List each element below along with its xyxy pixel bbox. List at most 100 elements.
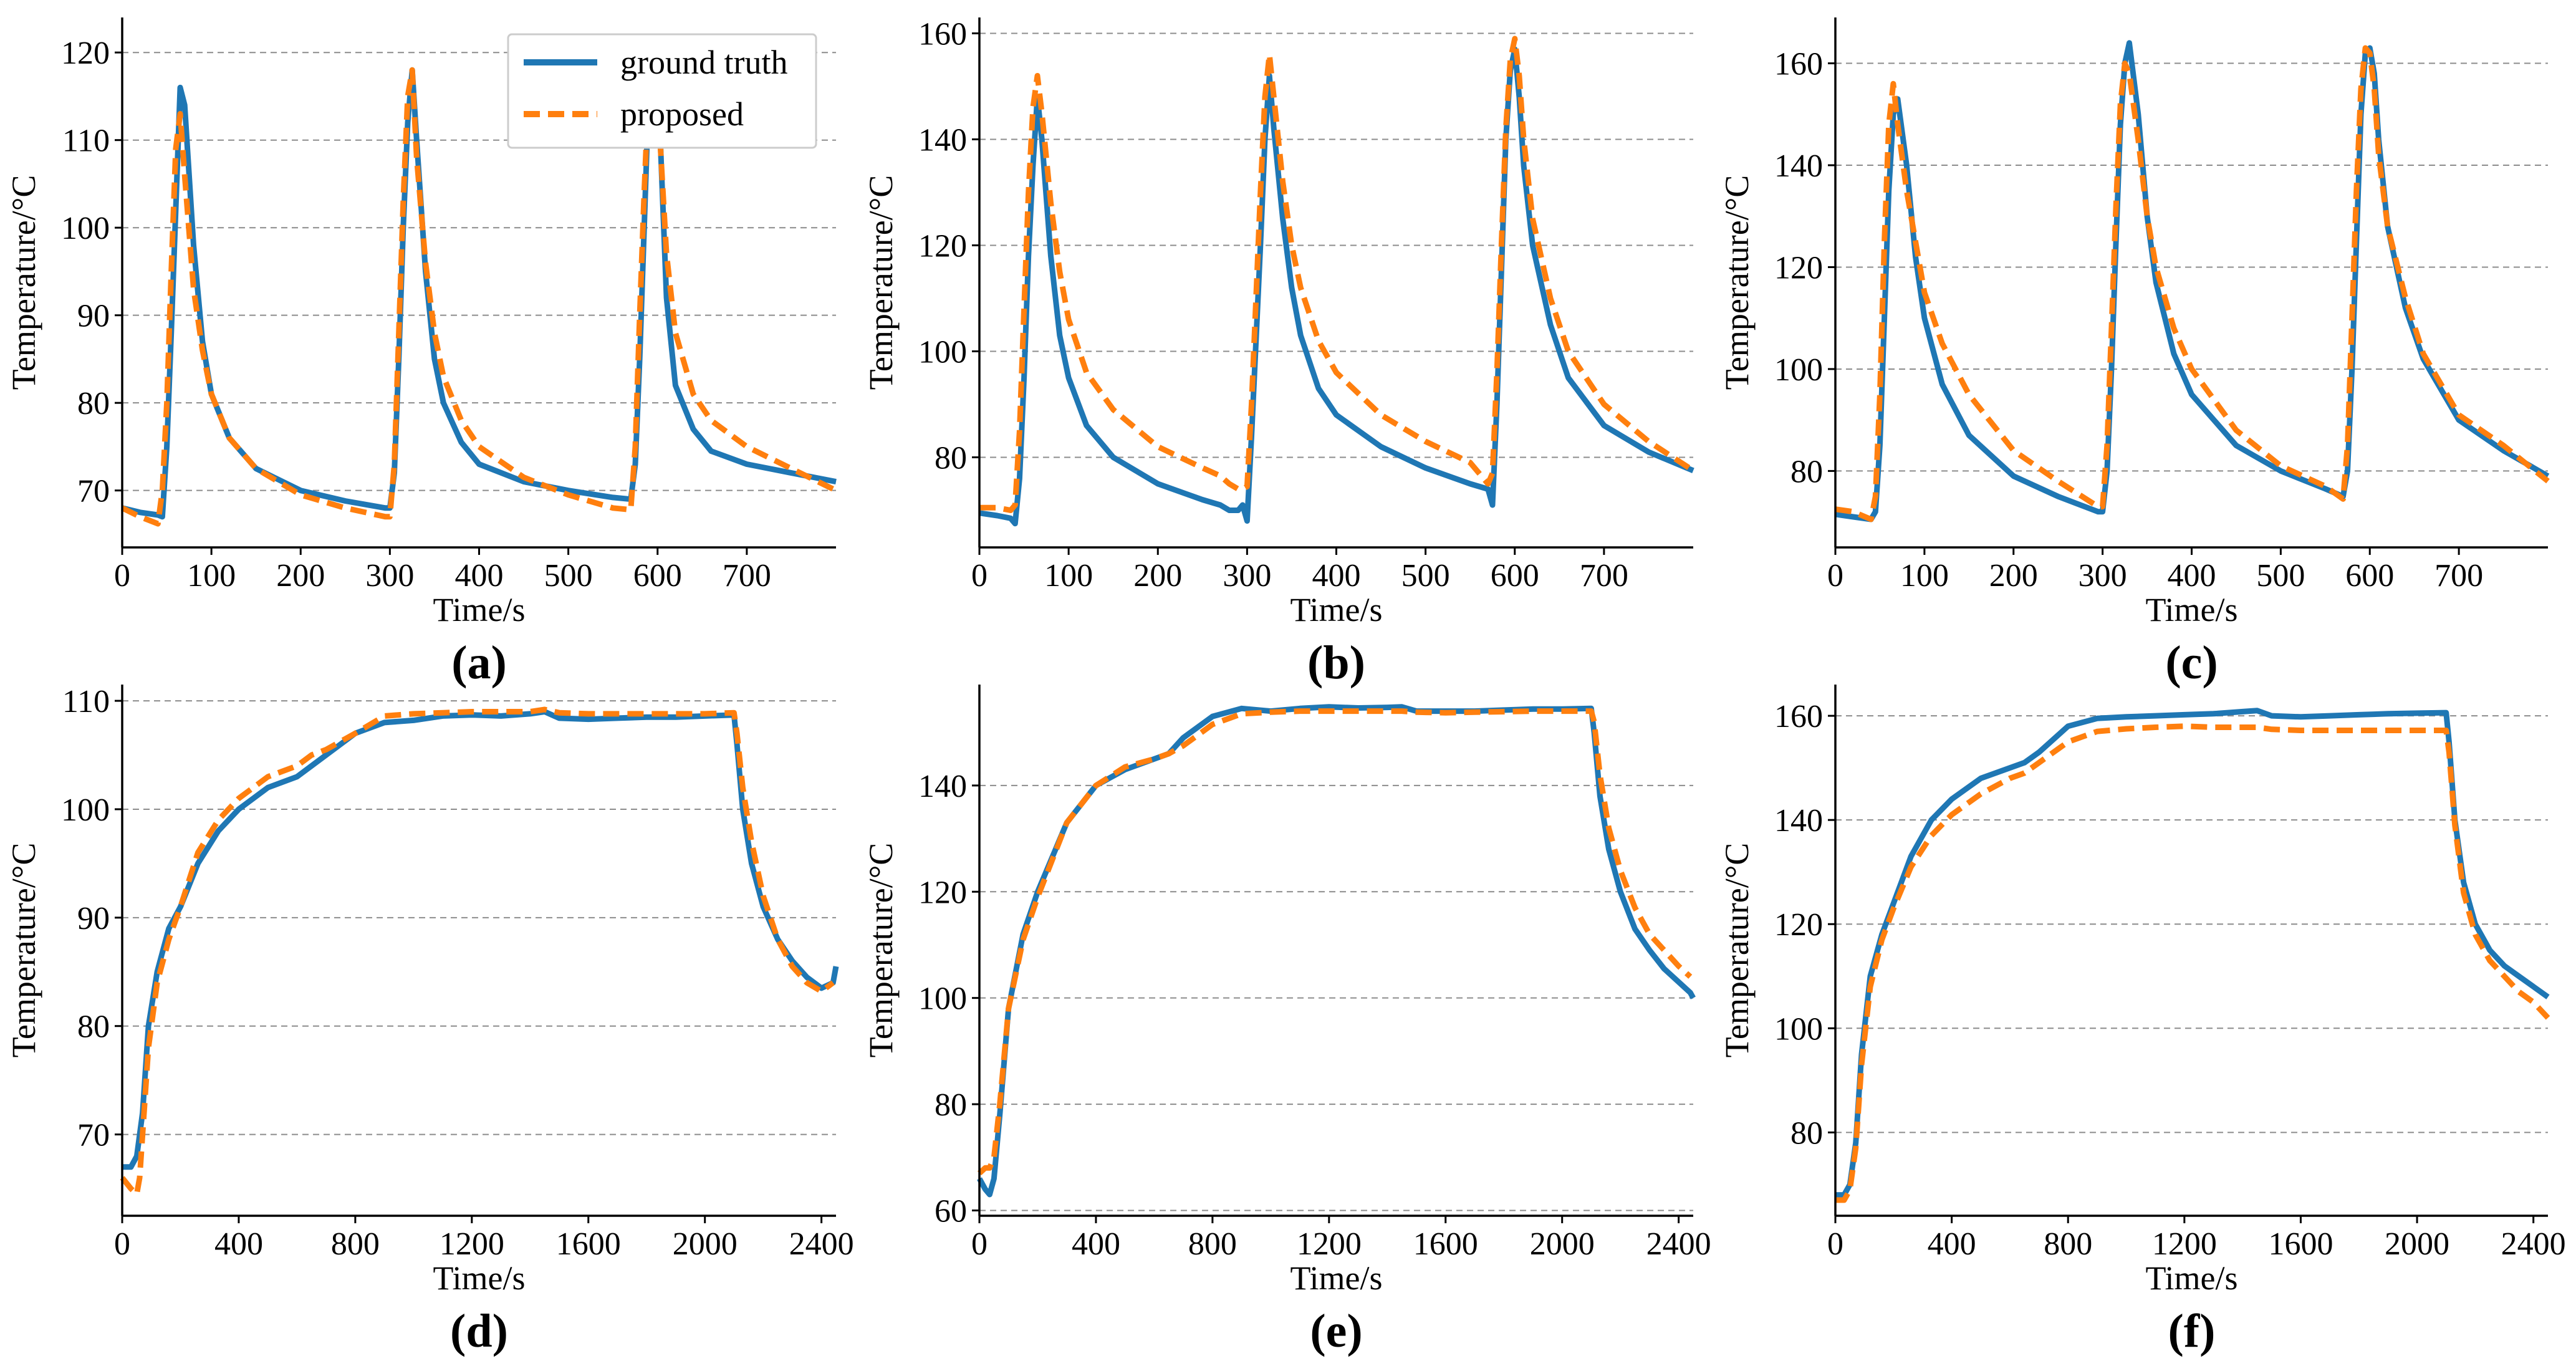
x-tick-label: 300: [1223, 558, 1271, 594]
series-proposed: [979, 36, 1695, 513]
y-axis-label: Temperature/°C: [5, 175, 42, 390]
y-tick-label: 140: [918, 123, 967, 158]
y-tick-label: 140: [1774, 148, 1823, 184]
panel-f: 0 400 800 1200 1600 2000 2400 80 100 120 140 160 Tim…: [1718, 685, 2566, 1357]
y-axis-label: Temperature/°C: [862, 175, 900, 390]
x-tick-label: 1600: [1413, 1226, 1478, 1262]
panel-e: 0 400 800 1200 1600 2000 2400 60 80 100 120 140 Time…: [862, 685, 1711, 1357]
y-tick-label: 100: [61, 211, 110, 246]
x-axis-label: Time/s: [1290, 591, 1382, 628]
x-tick-label: 1600: [556, 1226, 621, 1262]
x-axis-label: Time/s: [433, 591, 525, 628]
series-ground-truth: [1835, 708, 2550, 1198]
x-tick-label: 400: [1928, 1226, 1976, 1262]
series-ground-truth: [1835, 40, 2550, 522]
x-tick-label: 500: [544, 558, 593, 594]
x-tick-label: 300: [2079, 558, 2127, 594]
panel-label: (c): [2165, 637, 2218, 689]
y-tick-label: 140: [1774, 803, 1823, 839]
x-tick-label: 400: [2168, 558, 2216, 594]
x-axis-label: Time/s: [433, 1259, 525, 1297]
panel-d: 0 400 800 1200 1600 2000 2400 70 80 90 100 110 Time/…: [5, 684, 854, 1357]
x-axis-label: Time/s: [1290, 1259, 1382, 1297]
x-tick-label: 0: [971, 558, 988, 594]
y-tick-label: 80: [77, 386, 110, 421]
y-tick-label: 60: [935, 1193, 967, 1229]
y-tick-label: 110: [62, 684, 110, 719]
x-tick-label: 1200: [1297, 1226, 1362, 1262]
series-ground-truth: [979, 46, 1694, 527]
x-tick-label: 2400: [1646, 1226, 1711, 1262]
panel-b: 0 100 200 300 400 500 600 700 80 100 120 140 160 Time…: [862, 17, 1695, 689]
x-tick-label: 2400: [2501, 1226, 2566, 1262]
x-tick-label: 200: [1989, 558, 2038, 594]
x-tick-label: 2000: [673, 1226, 738, 1262]
y-tick-label: 120: [918, 229, 967, 264]
x-tick-label: 600: [633, 558, 682, 594]
legend-ground-truth-label: ground truth: [620, 44, 787, 81]
x-tick-label: 1600: [2268, 1226, 2333, 1262]
x-tick-label: 400: [455, 558, 504, 594]
panel-label: (f): [2168, 1305, 2216, 1357]
y-tick-label: 90: [77, 299, 110, 334]
x-tick-label: 100: [1900, 558, 1949, 594]
y-tick-label: 80: [1790, 1115, 1823, 1151]
x-tick-label: 0: [1827, 1226, 1843, 1262]
x-tick-label: 2400: [789, 1226, 854, 1262]
x-tick-label: 500: [2256, 558, 2305, 594]
x-tick-label: 300: [365, 558, 414, 594]
x-tick-label: 100: [1044, 558, 1093, 594]
x-tick-label: 800: [1188, 1226, 1237, 1262]
x-tick-label: 2000: [2385, 1226, 2449, 1262]
x-tick-label: 400: [1312, 558, 1361, 594]
x-tick-label: 200: [1133, 558, 1182, 594]
x-tick-label: 400: [1072, 1226, 1120, 1262]
legend-proposed-label: proposed: [620, 95, 744, 133]
panel-c: 0 100 200 300 400 500 600 700 80 100 120 140 160 Time…: [1718, 17, 2550, 689]
x-tick-label: 100: [187, 558, 236, 594]
y-tick-label: 70: [77, 1118, 110, 1153]
series-proposed: [977, 708, 1693, 1176]
y-tick-label: 100: [61, 792, 110, 828]
panel-a: 0 100 200 300 400 500 600 700 70 80 90 100 110 120 Tim…: [5, 17, 837, 689]
x-tick-label: 400: [214, 1226, 263, 1262]
x-tick-label: 0: [114, 558, 130, 594]
x-tick-label: 800: [2044, 1226, 2092, 1262]
y-tick-label: 120: [61, 36, 110, 71]
y-tick-label: 90: [77, 901, 110, 936]
x-tick-label: 0: [971, 1226, 988, 1262]
y-axis-label: Temperature/°C: [5, 843, 42, 1058]
y-tick-label: 80: [1790, 454, 1823, 489]
y-tick-label: 100: [918, 335, 967, 370]
series-proposed: [1835, 45, 2550, 522]
legend: ground truth proposed: [507, 33, 817, 149]
panel-label: (e): [1310, 1305, 1362, 1357]
x-tick-label: 2000: [1530, 1226, 1595, 1262]
y-tick-label: 120: [1774, 250, 1823, 286]
x-tick-label: 700: [723, 558, 771, 594]
y-axis-label: Temperature/°C: [1718, 175, 1756, 390]
y-tick-label: 110: [62, 123, 110, 159]
y-tick-label: 160: [1774, 699, 1823, 734]
x-tick-label: 600: [2345, 558, 2394, 594]
y-tick-label: 80: [77, 1009, 110, 1045]
x-tick-label: 700: [1580, 558, 1628, 594]
y-tick-label: 80: [935, 1087, 967, 1123]
x-axis-label: Time/s: [2145, 591, 2237, 628]
x-tick-label: 800: [331, 1226, 380, 1262]
y-tick-label: 140: [918, 769, 967, 804]
x-tick-label: 700: [2434, 558, 2483, 594]
panel-label: (a): [451, 637, 507, 689]
panel-label: (d): [450, 1305, 508, 1357]
x-tick-label: 0: [1827, 558, 1843, 594]
x-tick-label: 1200: [440, 1226, 504, 1262]
y-tick-label: 160: [1774, 47, 1823, 82]
x-axis-label: Time/s: [2145, 1259, 2237, 1297]
y-axis-label: Temperature/°C: [862, 843, 900, 1058]
series-proposed: [120, 706, 835, 1197]
x-tick-label: 1200: [2152, 1226, 2217, 1262]
y-axis-label: Temperature/°C: [1718, 843, 1756, 1058]
panel-label: (b): [1307, 637, 1365, 689]
x-tick-label: 500: [1401, 558, 1450, 594]
